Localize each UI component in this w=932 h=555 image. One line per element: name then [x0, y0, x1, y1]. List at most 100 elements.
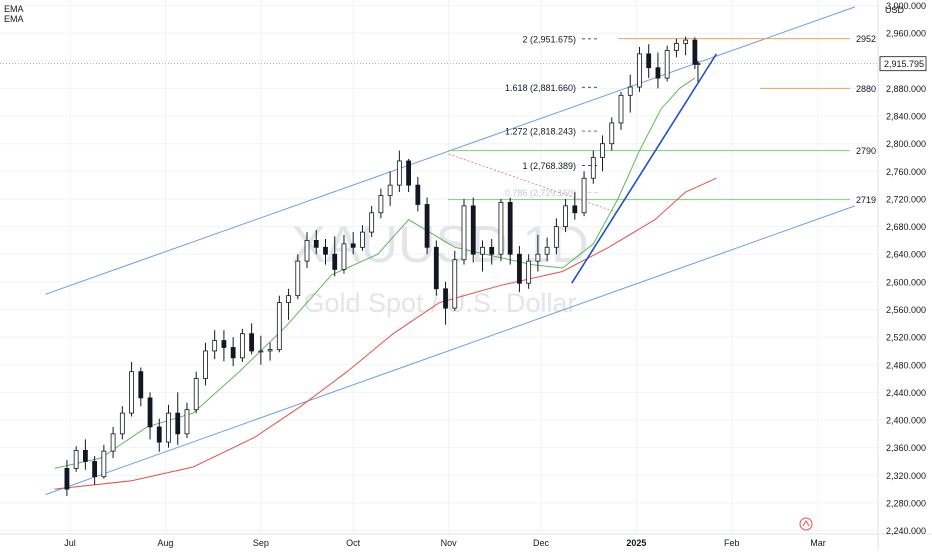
candle: [203, 342, 208, 386]
candle: [267, 342, 273, 361]
current-price-box: [879, 56, 927, 72]
indicator-legend: EMA EMA: [4, 4, 24, 24]
candle: [166, 404, 171, 448]
candle-body: [230, 347, 236, 359]
level-label-2880: 2880: [856, 84, 876, 94]
candle-body: [683, 39, 689, 44]
candle: [489, 239, 495, 265]
ema-short-line: [54, 77, 696, 469]
price-tick-label: 2,480.000: [886, 360, 926, 370]
candle-body: [655, 67, 661, 79]
price-tick-label: 3,000.000: [886, 1, 926, 11]
time-tick-label: Aug: [157, 538, 173, 548]
time-tick-label: Mar: [810, 538, 826, 548]
candle-body: [378, 195, 384, 214]
price-tick-label: 2,840.000: [886, 112, 926, 122]
price-tick-label: 2,360.000: [886, 443, 926, 453]
candle-body: [664, 50, 670, 79]
candle-body: [517, 253, 522, 284]
candle: [590, 150, 596, 184]
candle-body: [332, 253, 338, 270]
candle: [129, 361, 134, 417]
candle: [461, 198, 467, 265]
candle-body: [92, 461, 98, 478]
currency-label[interactable]: USD: [884, 5, 904, 15]
candle: [396, 150, 402, 193]
candle-body: [313, 240, 319, 248]
candle-body: [129, 371, 134, 414]
candle-body: [646, 53, 652, 69]
legend-ema-2[interactable]: EMA: [4, 14, 24, 24]
candle-body: [73, 450, 79, 469]
candle-body: [82, 450, 88, 462]
candle-body: [249, 333, 255, 352]
candle-body: [341, 243, 347, 270]
candle-body: [212, 340, 218, 352]
candle: [627, 74, 633, 113]
candle: [683, 36, 689, 56]
candle: [369, 205, 375, 237]
candle: [156, 418, 162, 452]
candle: [517, 245, 522, 293]
candle-body: [286, 295, 291, 303]
candle: [387, 171, 393, 206]
candle: [609, 117, 615, 151]
candle-body: [323, 246, 328, 255]
candle-body: [64, 467, 70, 490]
candle: [452, 250, 458, 311]
candle: [286, 288, 291, 320]
candle: [323, 239, 328, 265]
candle: [498, 198, 504, 262]
candle: [415, 176, 421, 212]
price-tick-label: 2,800.000: [886, 139, 926, 149]
candle: [341, 234, 347, 274]
price-tick-label: 2,640.000: [886, 250, 926, 260]
candle: [674, 38, 679, 58]
price-tick-label: 2,600.000: [886, 277, 926, 287]
candle: [553, 218, 559, 255]
candle: [406, 158, 412, 193]
candle: [443, 281, 448, 325]
candle-body: [498, 202, 504, 255]
candle-body: [350, 243, 356, 248]
candle-body: [600, 143, 605, 158]
candle-body: [674, 43, 679, 51]
candle: [535, 234, 541, 272]
candle-body: [360, 231, 365, 248]
candle: [572, 192, 578, 220]
candle-body: [239, 333, 245, 359]
candle-body: [101, 450, 107, 478]
fib-label: 1.618 (2,881.660): [505, 83, 576, 93]
candle-body: [461, 205, 467, 261]
candle-body: [627, 86, 633, 96]
candle: [526, 254, 532, 289]
candle-body: [166, 412, 171, 443]
candle-body: [295, 260, 301, 297]
candle: [258, 335, 264, 365]
candle-body: [110, 433, 116, 452]
candle-body: [433, 246, 439, 290]
price-tick-label: 2,720.000: [886, 194, 926, 204]
candle: [655, 52, 661, 89]
candle: [276, 295, 282, 353]
candle: [101, 444, 107, 479]
candle: [581, 171, 587, 217]
candle-body: [544, 246, 550, 255]
candle-body: [138, 371, 144, 399]
legend-ema-1[interactable]: EMA: [4, 4, 24, 14]
price-tick-label: 2,240.000: [886, 526, 926, 536]
channel-line-lower: [45, 205, 856, 496]
candle-body: [609, 122, 615, 145]
fib-label: 2 (2,951.675): [522, 34, 576, 44]
candle-body: [507, 202, 513, 255]
candle-body: [147, 397, 153, 428]
price-tick-label: 2,520.000: [886, 333, 926, 343]
candle: [184, 402, 190, 438]
candle-body: [415, 184, 421, 205]
candle: [424, 197, 430, 255]
candle-body: [193, 378, 199, 411]
candle-body: [535, 253, 541, 262]
candle: [119, 406, 125, 440]
